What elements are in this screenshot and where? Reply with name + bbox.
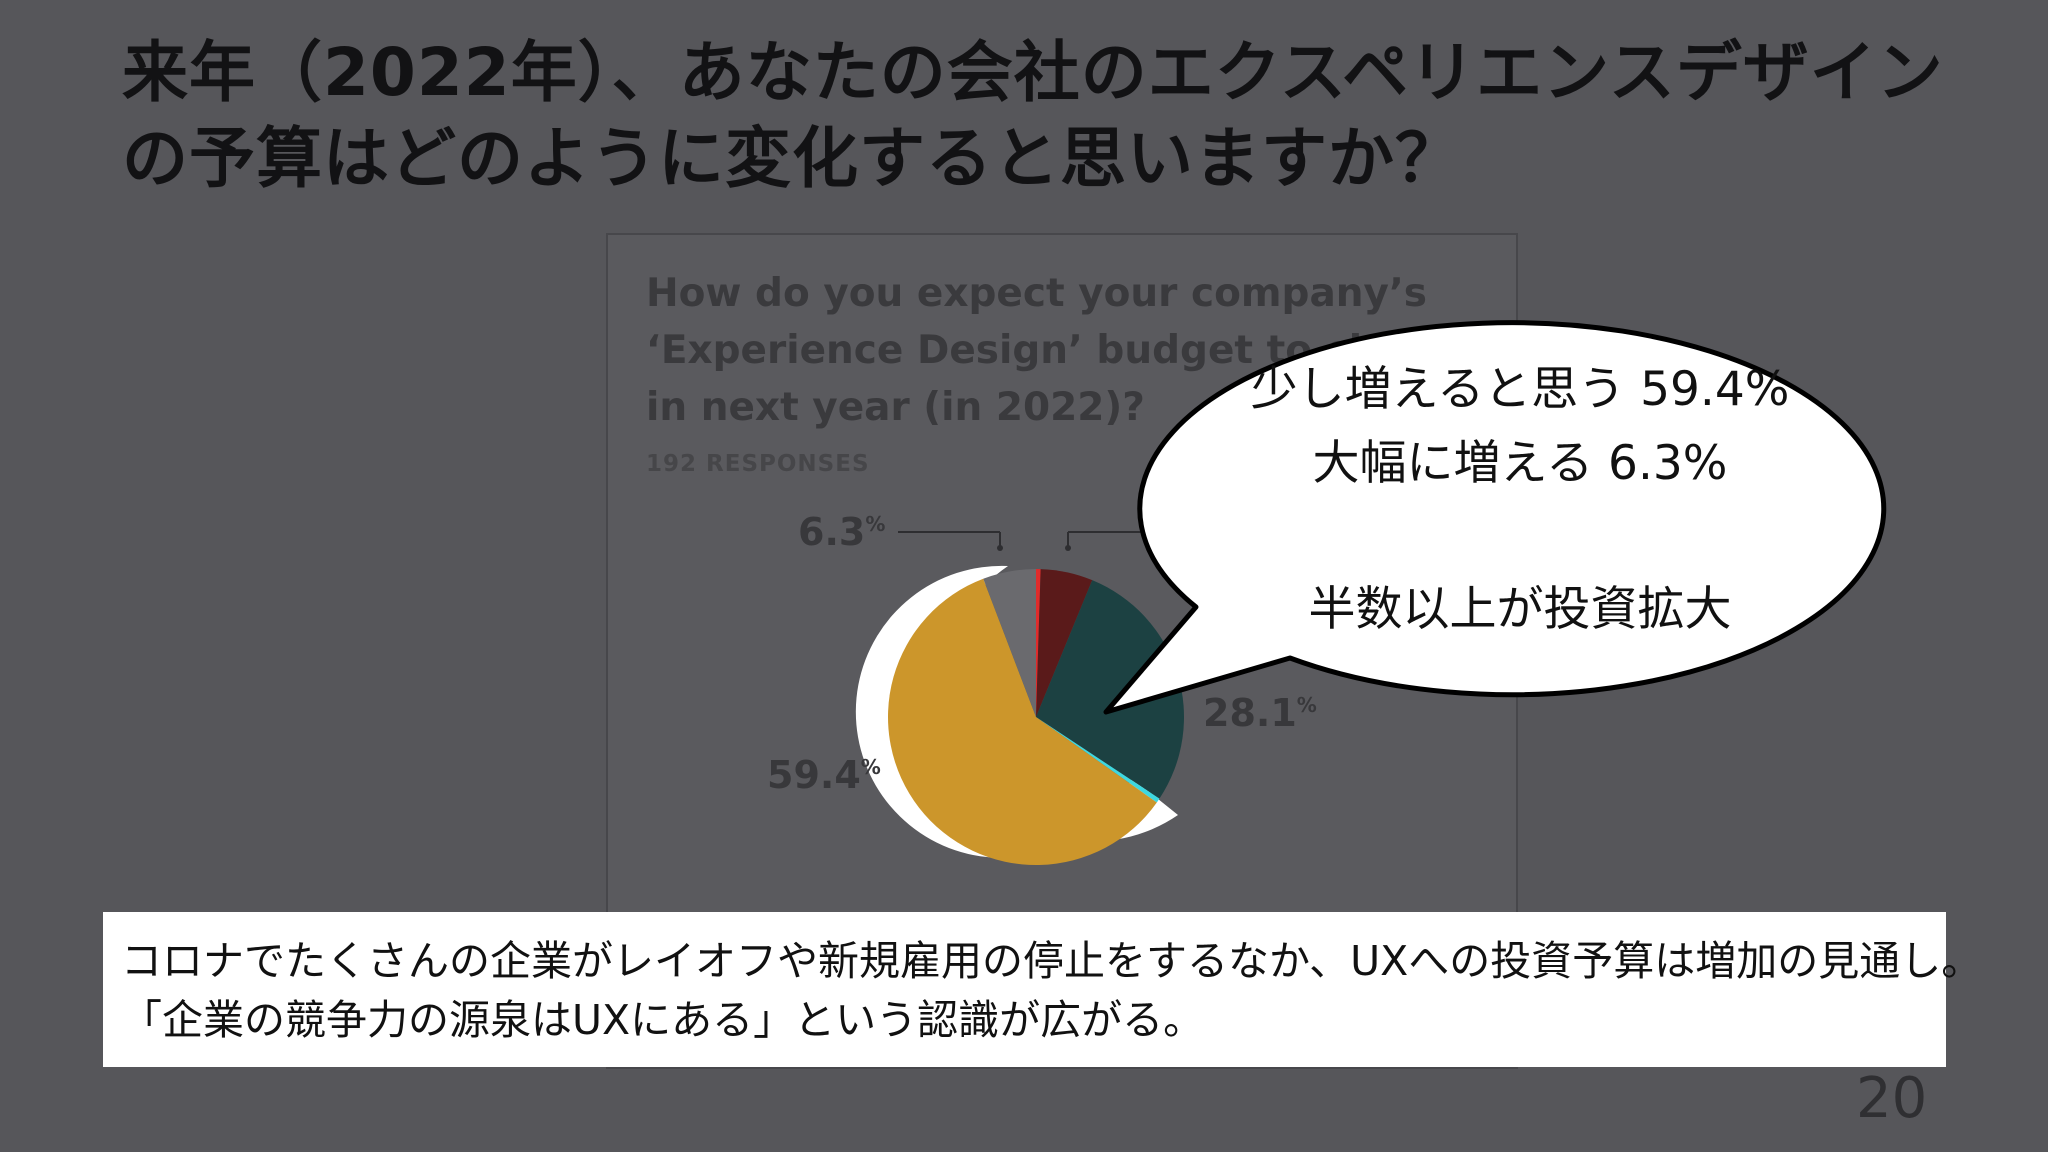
pie-slice-0 [1036, 569, 1041, 717]
data-label-59-4: 59.4% [767, 753, 881, 797]
data-label-28-1: 28.1% [1203, 691, 1317, 735]
slide-title: 来年（2022年）、あなたの会社のエクスペリエンスデザインの予算はどのように変化… [122, 34, 1944, 197]
response-count: 192 RESPONSES [646, 451, 870, 477]
caption-line-1: コロナでたくさんの企業がレイオフや新規雇用の停止をするなか、UXへの投資予算は増… [121, 937, 1983, 985]
pie-slice-4 [888, 578, 1157, 865]
leader-dot-right [1065, 545, 1071, 551]
pie-slice-1 [1036, 569, 1093, 717]
pie-slice-3 [1036, 717, 1160, 803]
data-label-28-1-unit: % [1297, 693, 1317, 717]
data-label-6-3-value: 6.3 [798, 510, 865, 554]
speech-bubble-shape [1103, 320, 1887, 715]
bubble-line-large-increase: 大幅に増える 6.3% [1312, 436, 1728, 491]
chart-question: How do you expect your company’s ‘Experi… [646, 271, 1485, 430]
page-number: 20 [1856, 1066, 1928, 1131]
data-label-59-4-value: 59.4 [767, 753, 861, 797]
data-label-59-4-unit: % [861, 755, 881, 779]
data-label-6-3: 6.3% [798, 510, 885, 554]
bubble-line-conclusion: 半数以上が投資拡大 [1308, 582, 1732, 637]
pie-slice-5 [983, 569, 1036, 717]
bubble-line-slight-increase: 少し増えると思う 59.4% [1250, 362, 1790, 417]
data-label-28-1-value: 28.1 [1203, 691, 1297, 735]
caption-box: コロナでたくさんの企業がレイオフや新規雇用の停止をするなか、UXへの投資予算は増… [103, 912, 1983, 1067]
data-label-6-3-unit: % [865, 512, 885, 536]
pie-slice-2 [1036, 580, 1185, 799]
leader-dot-left [997, 545, 1003, 551]
caption-line-2: 「企業の競争力の源泉はUXにある」という認識が広がる。 [121, 996, 1205, 1044]
